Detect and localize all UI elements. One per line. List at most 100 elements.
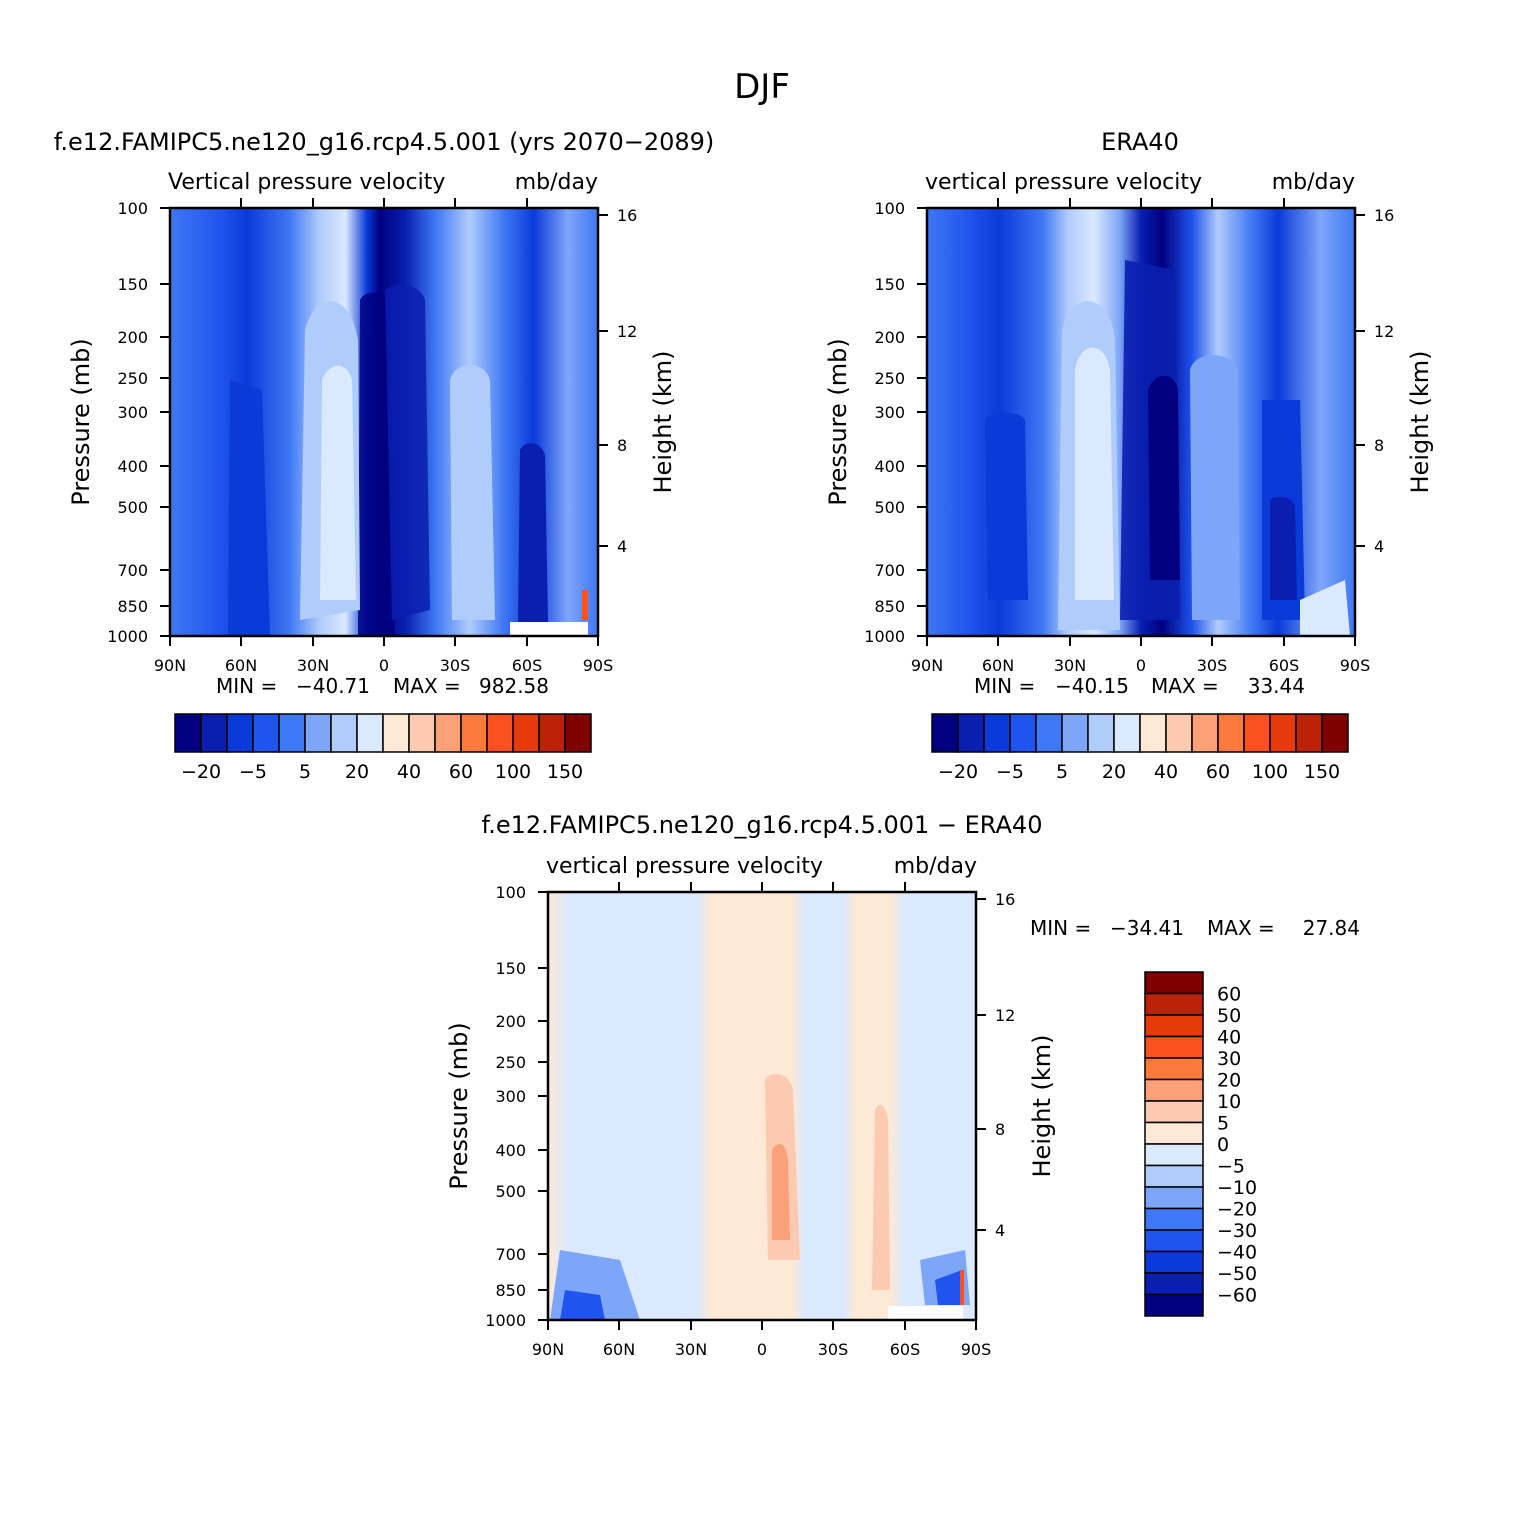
model-colorbar-label: 60	[449, 761, 473, 783]
obs-colorbar-swatch	[1295, 713, 1323, 753]
model-xtick-label: 90N	[154, 656, 186, 675]
diff-yright-label: 8	[995, 1120, 1005, 1139]
model-colorbar-swatch	[538, 713, 566, 753]
obs-colorbar-swatch	[1165, 713, 1193, 753]
diff-colorbar-swatch	[1144, 1186, 1204, 1210]
obs-ytick-label: 250	[874, 369, 905, 388]
model-colorbar-swatch	[174, 713, 202, 753]
diff-ylabel: Pressure (mb)	[445, 1022, 473, 1189]
model-colorbar-swatch	[200, 713, 228, 753]
obs-ytick-labels: 100 150 200 250 300 400 500 700 850 1000	[864, 199, 905, 646]
model-ytick-labels: 100 150 200 250 300 400 500 700 850 1000	[107, 199, 148, 646]
obs-xtick-labels: 90N 60N 30N 0 30S 60S 90S	[911, 656, 1370, 675]
diff-xtick-label: 60S	[890, 1340, 921, 1359]
obs-xtick-label: 0	[1136, 656, 1146, 675]
diff-colorbar-swatch	[1144, 992, 1204, 1016]
obs-colorbar-swatch	[1035, 713, 1063, 753]
diff-ytick-label: 500	[495, 1182, 526, 1201]
obs-ascent-core	[1148, 375, 1180, 580]
diff-ticks	[538, 882, 986, 1330]
model-yright-label: 12	[617, 322, 637, 341]
obs-colorbar-swatch	[1269, 713, 1297, 753]
model-min-label: MIN =	[216, 674, 277, 698]
model-xtick-label: 60S	[512, 656, 543, 675]
panel-diff-contour-field	[548, 892, 976, 1320]
obs-min-value: −40.15	[1055, 674, 1129, 698]
obs-ytick-label: 300	[874, 403, 905, 422]
model-colorbar-label: 20	[345, 761, 369, 783]
obs-xtick-label: 30S	[1197, 656, 1228, 675]
obs-colorbar-swatch	[1139, 713, 1167, 753]
obs-ytick-label: 500	[874, 498, 905, 517]
diff-colorbar-label: 20	[1217, 1070, 1241, 1092]
model-colorbar-swatch	[564, 713, 592, 753]
model-yright-label: 8	[617, 436, 627, 455]
obs-yright-label: 8	[1374, 436, 1384, 455]
diff-colorbar-swatch	[1144, 1293, 1204, 1317]
diff-colorbar-label: −10	[1217, 1177, 1257, 1199]
diff-xtick-label: 30N	[675, 1340, 707, 1359]
diff-stats: MIN = −34.41 MAX = 27.84	[1030, 916, 1360, 940]
panel-obs-subtitle-left: vertical pressure velocity	[925, 170, 1202, 195]
model-ytick-label: 700	[117, 561, 148, 580]
obs-colorbar-swatch	[1243, 713, 1271, 753]
diff-colorbar-swatch	[1144, 1164, 1204, 1188]
obs-colorbar-swatch	[957, 713, 985, 753]
diff-colorbar-swatch	[1144, 1143, 1204, 1167]
diff-yright-labels: 16 12 8 4	[995, 890, 1015, 1240]
obs-ylabel-right: Height (km)	[1406, 351, 1434, 494]
diff-positive-equator-core	[772, 1144, 790, 1240]
model-xtick-label: 30S	[440, 656, 471, 675]
model-colorbar-swatch	[356, 713, 384, 753]
panel-model-title: f.e12.FAMIPC5.ne120_g16.rcp4.5.001 (yrs …	[54, 128, 715, 156]
obs-colorbar-label: 40	[1154, 761, 1178, 783]
obs-ytick-label: 100	[874, 199, 905, 218]
model-ticks	[160, 198, 608, 646]
diff-colorbar-label: 50	[1217, 1005, 1241, 1027]
diff-ytick-label: 1000	[485, 1311, 526, 1330]
diff-negative-surface-core-n	[560, 1290, 605, 1320]
model-xtick-labels: 90N 60N 30N 0 30S 60S 90S	[154, 656, 613, 675]
obs-ytick-label: 850	[874, 597, 905, 616]
model-ytick-label: 300	[117, 403, 148, 422]
diff-min-label: MIN =	[1030, 916, 1091, 940]
diff-colorbar-swatch	[1144, 1057, 1204, 1081]
obs-min-label: MIN =	[974, 674, 1035, 698]
model-colorbar-label: −5	[239, 761, 267, 783]
panel-obs-subtitle-right: mb/day	[1272, 170, 1355, 195]
model-xtick-label: 0	[379, 656, 389, 675]
obs-surface-polar	[1300, 580, 1350, 636]
panel-diff-title: f.e12.FAMIPC5.ne120_g16.rcp4.5.001 − ERA…	[482, 811, 1043, 839]
model-subsidence-20s	[450, 365, 495, 620]
model-colorbar-swatch	[486, 713, 514, 753]
model-colorbar-swatch	[434, 713, 462, 753]
diff-ytick-label: 300	[495, 1087, 526, 1106]
obs-colorbar-label: 60	[1206, 761, 1230, 783]
diff-ytick-label: 400	[495, 1141, 526, 1160]
diff-ytick-label: 100	[495, 883, 526, 902]
diff-colorbar-label: −50	[1217, 1263, 1257, 1285]
diff-colorbar-label: 40	[1217, 1027, 1241, 1049]
diff-field-base	[548, 892, 976, 1320]
obs-ytick-label: 150	[874, 275, 905, 294]
obs-xtick-label: 60S	[1269, 656, 1300, 675]
diff-ytick-label: 850	[495, 1281, 526, 1300]
obs-colorbar-label: 100	[1252, 761, 1288, 783]
obs-ticks	[917, 198, 1365, 646]
model-colorbar-label: −20	[181, 761, 221, 783]
diff-colorbar-label: −60	[1217, 1285, 1257, 1307]
obs-yright-label: 16	[1374, 206, 1394, 225]
obs-ascent-60n	[985, 412, 1028, 600]
model-ascent-60s	[518, 443, 548, 622]
diff-colorbar-label: −5	[1217, 1156, 1245, 1178]
diff-negative-surface-core-s	[935, 1270, 964, 1305]
obs-colorbar-label: 20	[1102, 761, 1126, 783]
obs-colorbar-label: −5	[996, 761, 1024, 783]
diff-colorbar-swatch	[1144, 1250, 1204, 1274]
diff-ytick-labels: 100 150 200 250 300 400 500 700 850 1000	[485, 883, 526, 1330]
model-ytick-label: 100	[117, 199, 148, 218]
diff-colorbar-label: 30	[1217, 1048, 1241, 1070]
model-yright-labels: 16 12 8 4	[617, 206, 637, 556]
model-colorbar-label: 150	[547, 761, 583, 783]
